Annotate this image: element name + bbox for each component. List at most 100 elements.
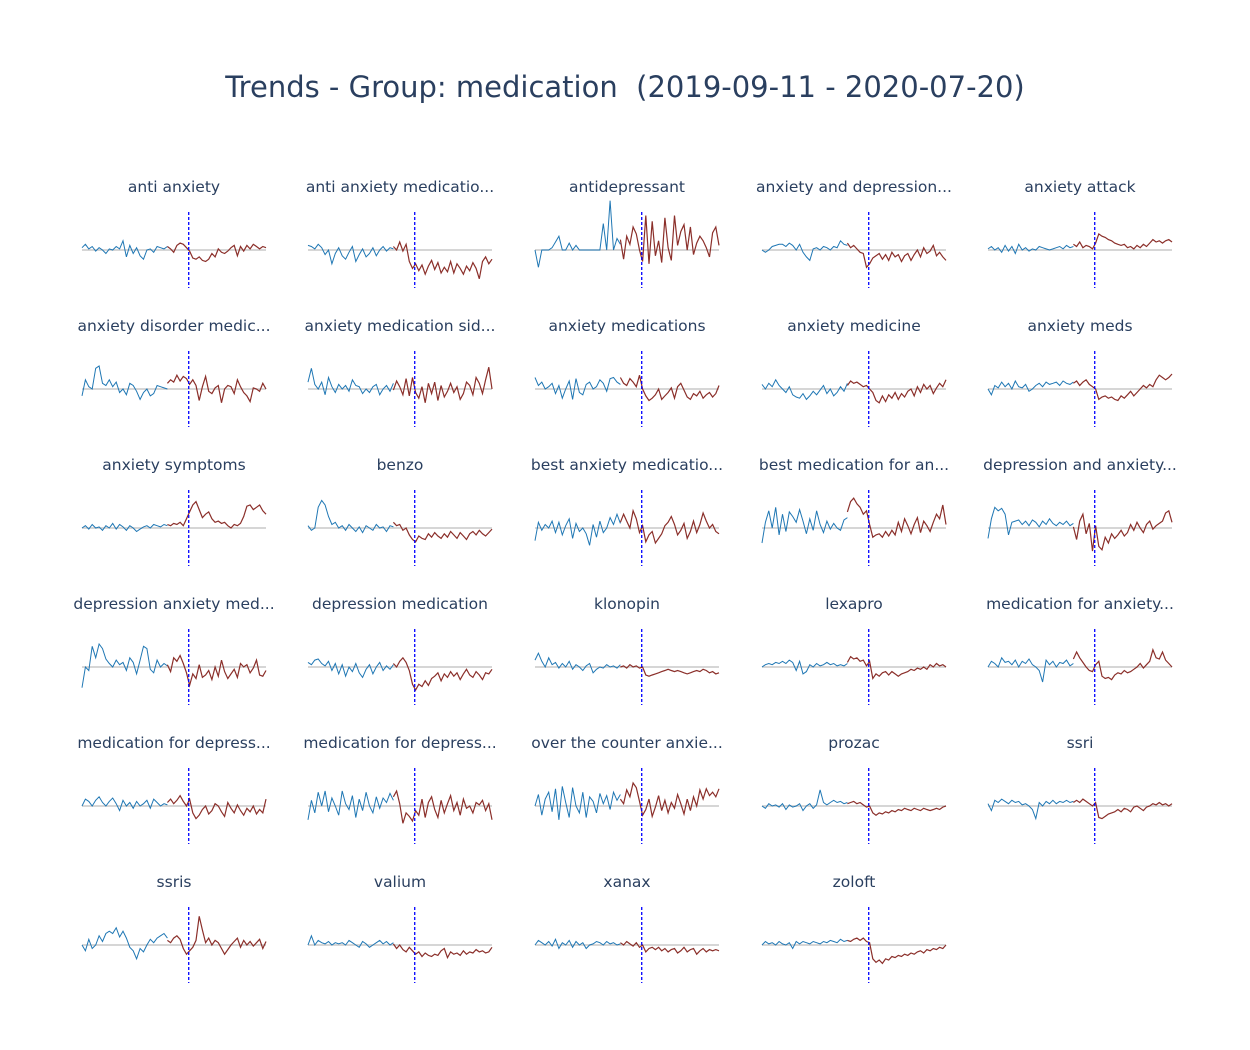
trend-panel: lexapro [752, 595, 956, 705]
sparkline-plot [761, 768, 947, 844]
trend-panel: medication for depress... [298, 734, 502, 844]
series-before-line [534, 200, 621, 268]
sparkline-plot [307, 907, 493, 983]
sparkline-plot [761, 629, 947, 705]
trend-panel: anxiety disorder medic... [72, 317, 276, 427]
trend-panel: xanax [525, 873, 729, 983]
sparkline-plot [307, 351, 493, 427]
series-before-line [307, 368, 394, 397]
panel-title: anxiety symptoms [102, 456, 246, 474]
series-before-line [307, 658, 394, 679]
panel-title: best medication for an... [758, 456, 950, 474]
series-before-line [987, 506, 1074, 539]
series-after-line [166, 373, 267, 404]
panel-title: best anxiety medicatio... [530, 456, 724, 474]
series-before-line [987, 379, 1074, 396]
sparkline-plot [987, 212, 1173, 288]
series-after-line [167, 242, 267, 263]
sparkline-plot [534, 200, 720, 288]
series-before-line [987, 798, 1074, 821]
sparkline-plot [534, 629, 720, 705]
series-after-line [392, 521, 493, 543]
panel-title: benzo [376, 456, 424, 474]
series-after-line [1073, 798, 1173, 820]
series-after-line [619, 508, 720, 545]
trend-panel: depression and anxiety... [978, 456, 1182, 566]
series-before-line [534, 786, 621, 820]
series-after-line [620, 663, 720, 677]
sparkline-plot [81, 212, 267, 288]
series-before-line [81, 926, 168, 961]
series-after-line [846, 379, 947, 404]
trend-panel: depression anxiety med... [72, 595, 276, 705]
series-after-line [392, 656, 493, 692]
panel-title: anti anxiety [127, 178, 221, 196]
sparkline-plot [81, 629, 267, 705]
trend-panel: anxiety medicine [752, 317, 956, 427]
series-after-line [1072, 647, 1173, 681]
sparkline-plot [987, 490, 1173, 566]
sparkline-plot [534, 490, 720, 566]
series-after-line [619, 781, 720, 819]
panel-title: anxiety and depression... [756, 178, 952, 196]
series-before-line [81, 239, 168, 261]
panel-title: anxiety disorder medic... [77, 317, 271, 335]
series-after-line [167, 500, 267, 529]
series-before-line [987, 243, 1074, 255]
panel-title: xanax [603, 873, 651, 891]
series-after-line [846, 242, 947, 269]
trend-panel: best anxiety medicatio... [525, 456, 729, 566]
trend-panel: klonopin [525, 595, 729, 705]
chart-title: Trends - Group: medication (2019-09-11 -… [225, 70, 1025, 104]
trend-panel: anxiety and depression... [752, 178, 956, 288]
sparkline-plot [81, 907, 267, 983]
sparkline-plot [761, 351, 947, 427]
panel-title: valium [373, 873, 427, 891]
panel-title: anxiety medication sid... [304, 317, 496, 335]
sparkline-plot [987, 768, 1173, 844]
panel-title: anxiety medicine [787, 317, 921, 335]
trend-panel: valium [298, 873, 502, 983]
series-before-line [987, 656, 1074, 683]
series-after-line [166, 654, 267, 688]
sparkline-plot [534, 351, 720, 427]
panel-title: antidepressant [568, 178, 686, 196]
trend-panel: best medication for an... [752, 456, 956, 566]
panel-title: depression and anxiety... [983, 456, 1177, 474]
panel-title: anxiety medications [548, 317, 706, 335]
trend-panel: anti anxiety [72, 178, 276, 288]
series-before-line [534, 651, 621, 674]
panel-title: medication for anxiety... [986, 595, 1174, 613]
trend-panel: benzo [298, 456, 502, 566]
sparkline-plot [987, 629, 1173, 705]
trend-panel: anxiety symptoms [72, 456, 276, 566]
panel-title: over the counter anxie... [531, 734, 723, 752]
series-before-line [761, 789, 848, 812]
panel-title: anxiety meds [1027, 317, 1133, 335]
trend-panel: depression medication [298, 595, 502, 705]
panel-title: ssris [156, 873, 192, 891]
sparkline-plot [761, 490, 947, 566]
sparkline-plot [81, 351, 267, 427]
series-after-line [1073, 373, 1173, 402]
trend-panel: over the counter anxie... [525, 734, 729, 844]
series-before-line [81, 642, 168, 688]
series-before-line [761, 239, 848, 262]
series-before-line [81, 795, 168, 812]
series-before-line [307, 790, 394, 820]
panel-title: depression anxiety med... [73, 595, 275, 613]
trend-panel: anxiety attack [978, 178, 1182, 288]
trend-panel: anxiety medications [525, 317, 729, 427]
panel-title: anxiety attack [1024, 178, 1136, 196]
panel-title: ssri [1066, 734, 1094, 752]
series-after-line [392, 943, 493, 960]
panel-title: medication for depress... [303, 734, 497, 752]
trend-panel: ssri [978, 734, 1182, 844]
series-before-line [81, 365, 168, 401]
trend-panel: prozac [752, 734, 956, 844]
series-after-line [846, 497, 947, 539]
sparkline-plot [987, 351, 1173, 427]
series-before-line [307, 499, 394, 534]
trend-panel: zoloft [752, 873, 956, 983]
